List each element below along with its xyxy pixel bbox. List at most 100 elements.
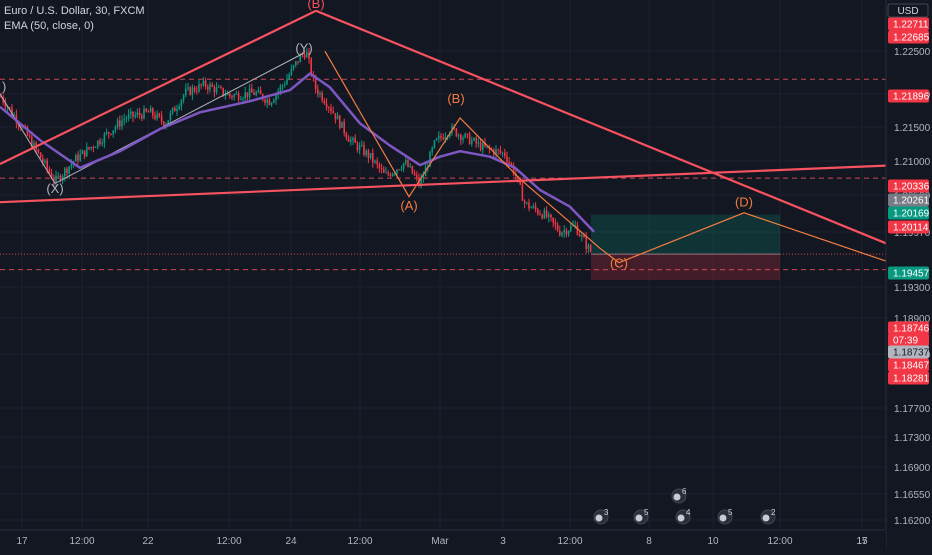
- wave-label-2[interactable]: (X): [46, 181, 63, 196]
- candle-body: [402, 163, 405, 169]
- price-label-badge[interactable]: [888, 30, 929, 44]
- price-tick-label: 1.16200: [894, 516, 931, 527]
- candle-body: [108, 132, 110, 134]
- candle-body: [330, 107, 332, 112]
- price-label-badge[interactable]: [888, 206, 929, 220]
- price-tick-label: 1.18900: [894, 314, 931, 325]
- candle-body: [372, 153, 374, 163]
- wxy-wave-path[interactable]: [0, 52, 305, 185]
- price-label-badge[interactable]: [888, 179, 929, 193]
- candle-body: [391, 173, 394, 176]
- candle-body: [246, 92, 249, 98]
- price-label-badge[interactable]: [888, 358, 929, 372]
- economic-events[interactable]: 3 5 4 6 5 2: [593, 487, 776, 525]
- candle-body: [288, 74, 290, 79]
- candle-body: [440, 135, 442, 138]
- candle-body: [90, 147, 92, 149]
- price-label-badge[interactable]: [888, 89, 929, 103]
- wave-label-3[interactable]: (B): [447, 91, 464, 106]
- candle-body: [303, 54, 306, 58]
- candle-body: [207, 86, 209, 90]
- candle-body: [191, 87, 194, 95]
- candle-body: [352, 138, 354, 141]
- candle-body: [28, 135, 31, 137]
- wave-label-6[interactable]: (C): [610, 256, 628, 271]
- candle-body: [345, 133, 348, 138]
- candle-body: [561, 232, 563, 236]
- price-axis[interactable]: 1.225001.220001.215001.210001.205001.199…: [885, 0, 932, 550]
- candle-body: [334, 113, 337, 120]
- candle-body: [385, 172, 387, 174]
- price-tick-label: 1.21500: [894, 123, 931, 134]
- event-marker-count: 3: [604, 508, 609, 517]
- event-marker-count: 6: [682, 487, 687, 496]
- candle-body: [455, 128, 458, 137]
- candle-body: [431, 147, 433, 152]
- candle-body: [248, 88, 251, 98]
- price-label-badge[interactable]: [888, 321, 929, 335]
- wave-label-1[interactable]: (Y): [295, 40, 312, 55]
- candle-body: [64, 168, 66, 177]
- wave-label-5[interactable]: (D): [735, 195, 753, 210]
- price-label-badge[interactable]: [888, 193, 929, 207]
- ema-line[interactable]: [0, 72, 595, 233]
- candle-body: [343, 121, 345, 134]
- candle-body: [475, 138, 477, 144]
- flag-icon: [635, 514, 643, 522]
- candle-body: [482, 142, 484, 150]
- price-label-badge[interactable]: [888, 17, 929, 31]
- projection-wave-path[interactable]: [519, 178, 887, 264]
- upper-trend-left[interactable]: [0, 9, 317, 165]
- candle-body: [559, 230, 561, 236]
- candle-body: [530, 207, 532, 209]
- wave-label-4[interactable]: (A): [400, 198, 417, 213]
- time-tick-label: 8: [646, 536, 652, 547]
- candle-body: [226, 93, 229, 96]
- candle-body: [319, 92, 321, 95]
- wave-label-offscreen[interactable]: ): [2, 79, 6, 94]
- candle-body: [574, 225, 576, 226]
- candle-body: [556, 224, 559, 231]
- price-label-badge[interactable]: [888, 333, 929, 347]
- candle-body: [176, 108, 178, 112]
- candle-body: [101, 143, 103, 144]
- currency-badge[interactable]: [887, 3, 929, 18]
- candle-body: [68, 166, 70, 174]
- candle-body: [97, 140, 99, 148]
- price-label-badge[interactable]: [888, 266, 929, 280]
- candle-body: [193, 87, 196, 92]
- candle-body: [147, 111, 150, 113]
- candle-body: [202, 80, 205, 86]
- candle-body: [11, 107, 13, 115]
- candle-body: [570, 226, 572, 231]
- candle-body: [356, 142, 359, 150]
- price-label-badge[interactable]: [888, 220, 929, 234]
- abc-wave-path[interactable]: [324, 50, 521, 198]
- time-axis-background: [0, 530, 886, 550]
- candle-body: [581, 235, 583, 237]
- price-label-badge[interactable]: [888, 371, 929, 385]
- flag-icon: [673, 493, 681, 501]
- candle-body: [314, 76, 317, 89]
- long-position-profit-zone[interactable]: [591, 214, 780, 255]
- price-label-badge[interactable]: [888, 345, 929, 359]
- candle-body: [94, 147, 97, 148]
- wave-label-0[interactable]: (B): [307, 0, 324, 11]
- candle-body: [325, 103, 328, 108]
- candle-body: [156, 113, 158, 119]
- candle-body: [75, 154, 77, 162]
- candle-body: [422, 176, 425, 179]
- indicator-title[interactable]: EMA (50, close, 0): [4, 20, 94, 32]
- time-tick-label: 12:00: [69, 536, 94, 547]
- candle-body: [380, 168, 383, 170]
- candle-body: [310, 58, 312, 75]
- symbol-title[interactable]: Euro / U.S. Dollar, 30, FXCM: [4, 5, 145, 17]
- upper-trend-right[interactable]: [315, 9, 887, 245]
- time-axis[interactable]: 17 12:00 22 12:00 24 12:00 Mar 3 12:00 8 10 12:00 15…: [0, 529, 886, 550]
- candle-body: [138, 112, 141, 116]
- long-position-loss-zone[interactable]: [591, 254, 780, 280]
- candle-body: [86, 147, 88, 157]
- lower-trend[interactable]: [0, 164, 887, 204]
